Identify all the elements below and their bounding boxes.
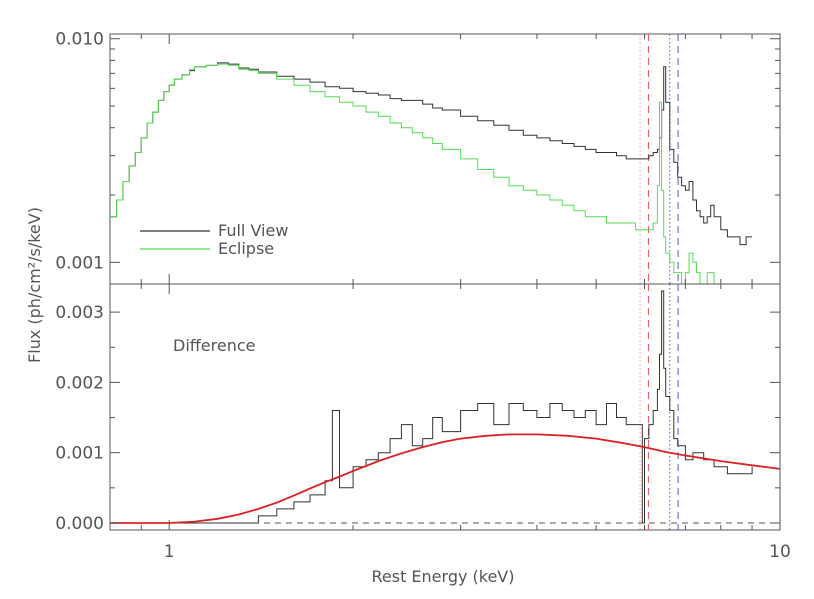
bottom-plot-frame [110,284,780,530]
bottom-panel: 0.000 0.001 0.002 0.003 1 10 [55,284,790,562]
top-plot-frame [110,34,780,284]
bottom-ytick-label-1: 0.001 [55,444,104,464]
top-legend-label-full-view: Full View [218,221,288,240]
bottom-ytick-label-3: 0.003 [55,303,104,323]
x-tick-label-1: 10 [769,542,791,562]
bottom-series-model [110,434,780,523]
bottom-series-difference [110,291,752,523]
bottom-plot-area [110,284,780,530]
top-ytick-label-1: 0.001 [55,253,104,273]
top-plot-area [110,34,752,284]
y-axis-title: Flux (ph/cm²/s/keV) [25,207,44,363]
top-series-full-view [110,63,752,245]
x-axis-title: Rest Energy (keV) [371,567,514,586]
top-series-eclipse [110,64,714,284]
top-panel: 0.010 0.001 [55,30,780,284]
bottom-annotation-difference: Difference [173,336,255,355]
bottom-ytick-label-0: 0.000 [55,514,104,534]
top-ytick-label-0: 0.010 [55,30,104,50]
bottom-ytick-label-2: 0.002 [55,373,104,393]
top-legend-label-eclipse: Eclipse [218,239,274,258]
x-tick-label-0: 1 [164,542,175,562]
